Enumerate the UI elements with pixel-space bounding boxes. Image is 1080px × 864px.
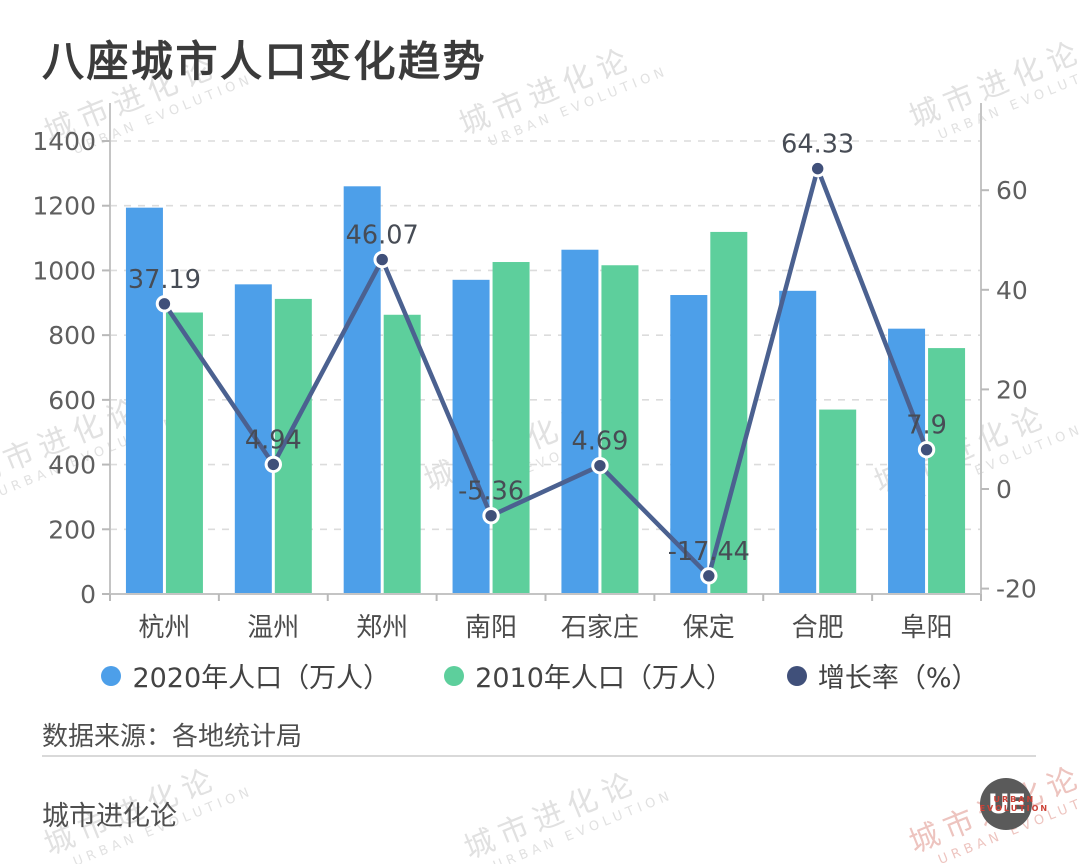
ue-logo-caption: URBAN EVOLUTION [980, 795, 1050, 813]
bar-2020-杭州 [125, 207, 163, 595]
growth-label-杭州: 37.19 [128, 265, 201, 295]
x-axis-label-郑州: 郑州 [356, 613, 408, 643]
legend-label-growth: 增长率（%） [817, 663, 979, 694]
legend-label-2010: 2010年人口（万人） [475, 663, 733, 694]
growth-point-保定 [700, 567, 718, 585]
legend-item-growth: 增长率（%） [786, 656, 979, 695]
left-axis-tick-label: 1200 [32, 192, 96, 221]
growth-point-合肥 [808, 159, 827, 178]
growth-rate-line [162, 166, 929, 579]
right-axis-tick-label: 20 [996, 375, 1028, 404]
chart-legend: 2020年人口（万人） 2010年人口（万人） 增长率（%） [0, 656, 1080, 695]
right-axis-tick-label: 40 [996, 276, 1028, 305]
legend-swatch-growth-icon [786, 665, 807, 686]
legend-label-2020: 2020年人口（万人） [132, 663, 391, 694]
bar-2010-杭州 [165, 312, 203, 594]
right-axis-tick-label: -20 [996, 575, 1037, 604]
footer-divider [42, 755, 1036, 757]
x-axis-label-合肥: 合肥 [792, 613, 844, 643]
growth-label-南阳: -5.36 [458, 477, 524, 507]
brand-name: 城市进化论 [42, 801, 177, 832]
legend-swatch-2020-icon [101, 665, 122, 686]
x-axis-label-杭州: 杭州 [138, 613, 190, 643]
left-axis-tick-label: 400 [48, 451, 96, 480]
ue-logo-monogram: UE [987, 788, 1026, 820]
x-axis-label-阜阳: 阜阳 [901, 613, 953, 643]
bar-2020-温州 [234, 284, 272, 594]
left-axis-tick-label: 200 [48, 515, 96, 544]
growth-label-石家庄: 4.69 [572, 427, 629, 457]
bar-2020-石家庄 [561, 249, 599, 594]
growth-point-温州 [264, 455, 283, 474]
bar-2020-合肥 [779, 290, 817, 594]
right-axis-tick-label: 0 [996, 475, 1012, 504]
ue-logo-caption-line2: EVOLUTION [979, 804, 1050, 813]
legend-item-2010: 2010年人口（万人） [444, 656, 733, 695]
right-axis-tick-label: 60 [996, 176, 1028, 205]
bar-2010-保定 [710, 231, 748, 594]
x-axis-label-南阳: 南阳 [465, 613, 517, 643]
bar-2020-阜阳 [888, 328, 926, 594]
growth-label-温州: 4.94 [245, 425, 302, 455]
growth-point-杭州 [155, 295, 174, 313]
bar-2010-郑州 [383, 314, 421, 594]
growth-point-郑州 [373, 250, 391, 269]
ue-logo: UE URBAN EVOLUTION [980, 778, 1047, 830]
bar-2010-石家庄 [601, 265, 639, 594]
growth-label-合肥: 64.33 [781, 130, 854, 160]
bar-2010-合肥 [819, 409, 857, 594]
legend-swatch-2010-icon [444, 665, 465, 686]
x-axis-label-保定: 保定 [683, 613, 735, 643]
bar-2010-南阳 [492, 262, 530, 594]
growth-label-保定: -17.44 [668, 537, 750, 567]
left-axis-tick-label: 1000 [32, 256, 96, 285]
legend-item-2020: 2020年人口（万人） [101, 656, 390, 695]
left-axis-tick-label: 0 [80, 580, 96, 609]
ue-logo-caption-line1: URBAN [993, 795, 1036, 804]
bar-2010-阜阳 [928, 348, 966, 594]
growth-point-石家庄 [591, 456, 609, 475]
population-combo-chart: 0 200 400 600 800 1000 1200 1400 -20 0 20 40 60 杭州 温州 郑… [32, 103, 1037, 643]
growth-point-南阳 [482, 506, 500, 525]
left-axis-tick-label: 1400 [32, 127, 96, 156]
page-title: 八座城市人口变化趋势 [42, 37, 488, 86]
growth-label-阜阳: 7.9 [906, 411, 947, 441]
left-axis-tick-label: 600 [48, 386, 96, 415]
growth-point-阜阳 [917, 440, 936, 459]
x-axis-label-石家庄: 石家庄 [561, 613, 639, 643]
growth-label-郑州: 46.07 [346, 221, 419, 251]
bar-2020-郑州 [343, 186, 381, 595]
data-source-note: 数据来源：各地统计局 [42, 722, 303, 752]
left-axis-tick-label: 800 [48, 321, 96, 350]
x-axis-label-温州: 温州 [247, 613, 299, 643]
